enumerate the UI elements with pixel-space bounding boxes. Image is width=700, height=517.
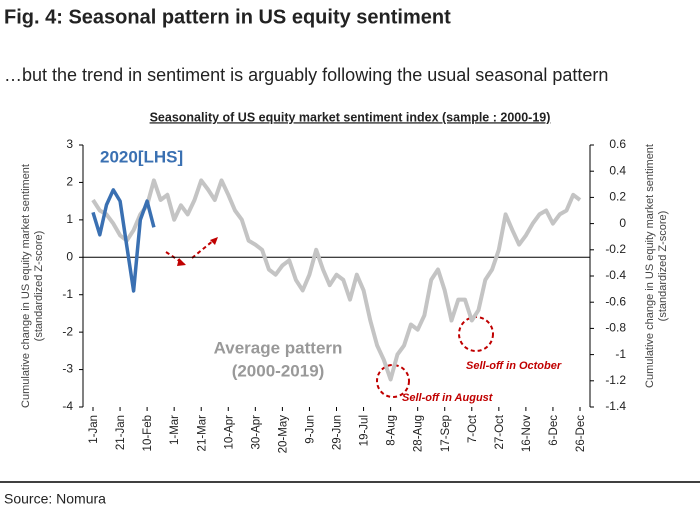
y-axis-label: Cumulative change in US equity market se… (20, 164, 32, 408)
x-tick-label: 21-Jan (115, 415, 127, 450)
y2-tick-label: -0.2 (605, 242, 626, 256)
y2-tick-label: -0.6 (605, 294, 626, 308)
y2-tick-label: -1.4 (605, 399, 626, 413)
y-tick-label: -2 (62, 324, 73, 338)
y-axis-label: (standardized Z-score) (33, 231, 45, 342)
x-tick-label: 20-May (277, 415, 289, 454)
x-tick-label: 27-Oct (494, 414, 506, 449)
y-tick-label: 3 (66, 137, 73, 151)
y2-tick-label: -1.2 (605, 373, 626, 387)
arrow-head (177, 258, 186, 266)
arrow-head (210, 237, 218, 245)
annotation: Sell-off in August (402, 392, 494, 404)
x-tick-label: 1-Jan (88, 415, 100, 444)
y2-tick-label: 0.6 (609, 137, 626, 151)
source: Source: Nomura (4, 491, 106, 507)
series-label: Average pattern (214, 338, 343, 357)
x-tick-label: 19-Jul (359, 415, 371, 446)
y-tick-label: 1 (66, 212, 73, 226)
x-tick-label: 10-Feb (142, 415, 154, 451)
arrow-up (191, 239, 215, 259)
series-line (91, 188, 156, 293)
arrow-down (165, 251, 185, 265)
circle-october (458, 316, 494, 352)
y-tick-label: 0 (66, 249, 73, 263)
x-tick-label: 7-Oct (467, 414, 479, 443)
x-tick-label: 17-Sep (440, 415, 452, 452)
x-tick-label: 16-Nov (521, 415, 533, 452)
x-tick-label: 1-Mar (169, 415, 181, 445)
x-tick-label: 29-Jun (332, 415, 344, 450)
x-tick-label: 28-Aug (413, 415, 425, 452)
subtitle: …but the trend in sentiment is arguably … (4, 65, 608, 85)
highlights (165, 239, 494, 398)
y2-tick-label: 0 (619, 216, 626, 230)
y2-tick-label: 0.4 (609, 163, 626, 177)
x-tick-label: 21-Mar (196, 415, 208, 452)
series-line (91, 178, 582, 382)
chart-title: Seasonality of US equity market sentimen… (150, 110, 551, 124)
y-tick-label: 2 (66, 175, 73, 189)
annotation: Sell-off in October (466, 360, 562, 372)
figure-title: Fig. 4: Seasonal pattern in US equity se… (4, 6, 451, 28)
y2-tick-label: -0.8 (605, 321, 626, 335)
y-tick-label: -1 (62, 287, 73, 301)
y2-axis-label: Cumulative change in US equity market se… (644, 144, 656, 388)
x-tick-label: 10-Apr (223, 415, 235, 450)
x-tick-label: 8-Aug (386, 415, 398, 446)
y2-tick-label: 0.2 (609, 190, 626, 204)
y-tick-label: -4 (62, 399, 73, 413)
circle-august (376, 364, 410, 398)
y2-axis-label: (standardized Z-score) (657, 211, 669, 322)
y2-tick-label: -1 (615, 347, 626, 361)
series-label: 2020[LHS] (100, 147, 183, 166)
y-tick-label: -3 (62, 362, 73, 376)
x-tick-label: 30-Apr (250, 415, 262, 450)
annotation: (2000-2019) (232, 361, 325, 380)
y2-tick-label: -0.4 (605, 268, 626, 282)
x-tick-label: 9-Jun (304, 415, 316, 444)
x-tick-label: 26-Dec (575, 415, 587, 452)
x-tick-label: 6-Dec (548, 415, 560, 446)
